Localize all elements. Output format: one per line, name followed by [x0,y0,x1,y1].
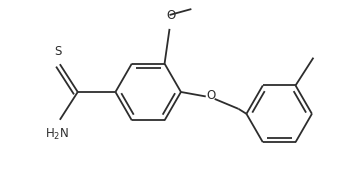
Text: S: S [54,45,62,58]
Text: H$_2$N: H$_2$N [45,127,69,142]
Text: O: O [166,9,175,22]
Text: O: O [206,89,215,102]
